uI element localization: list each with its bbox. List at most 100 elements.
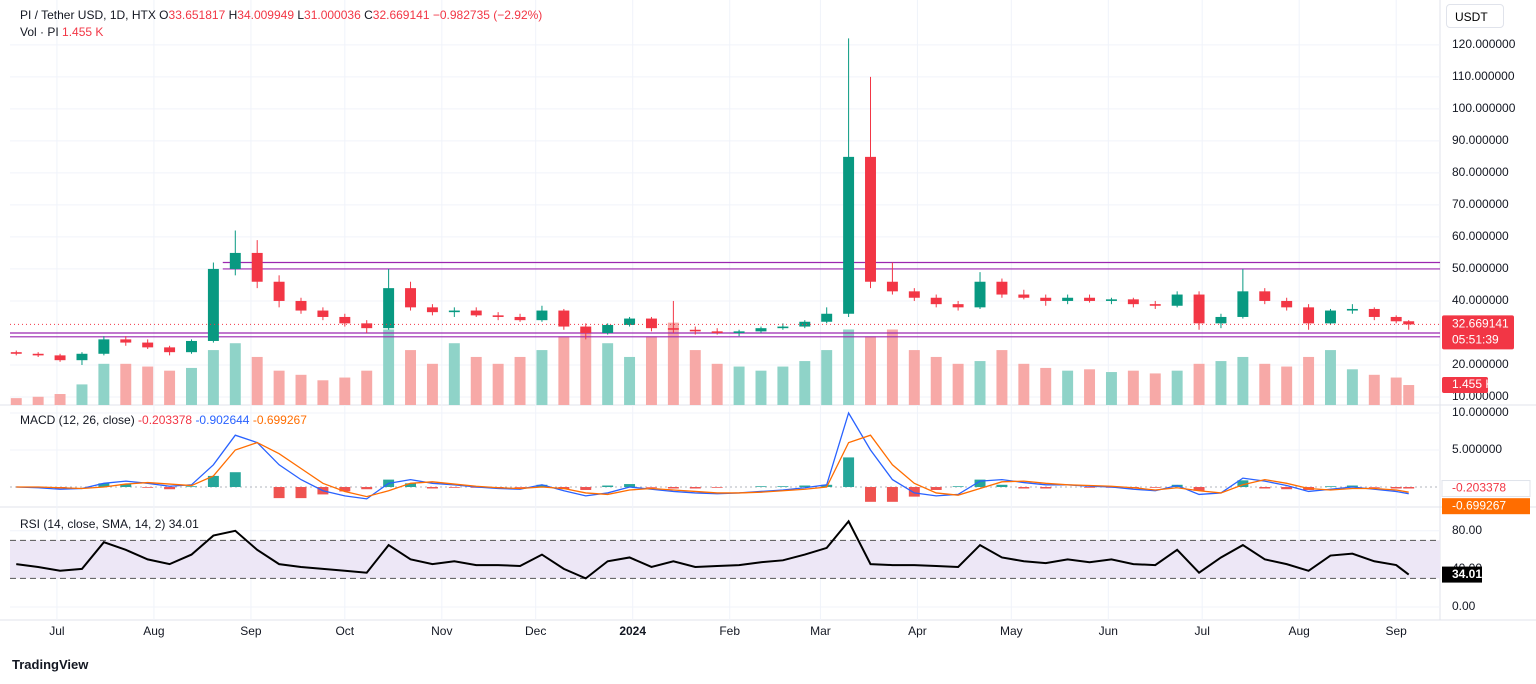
candle-body	[536, 310, 548, 321]
volume-bar	[667, 322, 679, 405]
volume-bar	[339, 377, 351, 405]
o-label: O	[159, 8, 169, 22]
candle-body	[1281, 300, 1293, 308]
candle-body	[1127, 299, 1139, 305]
histogram-bar	[777, 486, 789, 488]
candle-body	[1040, 297, 1052, 301]
histogram-bar	[799, 485, 811, 488]
volume-bar	[1403, 385, 1415, 405]
candle-body	[1237, 291, 1249, 317]
candle-body	[733, 331, 745, 333]
candle-body	[689, 329, 701, 332]
y-tick-label: 80.000000	[1452, 165, 1509, 179]
candle-body	[229, 252, 241, 269]
volume-bar	[799, 361, 811, 405]
candle-body	[492, 315, 504, 317]
l-value: 31.000036	[304, 8, 361, 22]
candle-body	[1018, 294, 1030, 298]
histogram-bar	[1403, 487, 1415, 489]
x-tick-label: Jul	[49, 624, 64, 638]
x-tick-label: 2024	[619, 624, 646, 638]
volume-bar	[186, 367, 197, 405]
candle-body	[908, 291, 920, 298]
candle-body	[470, 310, 482, 316]
candle-body	[1149, 304, 1161, 306]
histogram-bar	[1018, 487, 1030, 489]
price-tag	[1442, 315, 1514, 350]
candle-body	[76, 353, 88, 361]
volume-tag	[1442, 377, 1488, 394]
volume-bar	[405, 350, 417, 405]
histogram-bar	[120, 484, 132, 488]
volume-bar	[492, 363, 504, 405]
rsi-tag-label: 34.01	[1452, 567, 1482, 581]
countdown: 05:51:39	[1452, 333, 1499, 347]
histogram-bar	[514, 487, 526, 488]
volume-bar	[1368, 374, 1380, 405]
histogram-bar	[1149, 487, 1161, 488]
volume-bar	[207, 350, 219, 405]
volume-bar	[733, 366, 745, 405]
volume-bar	[273, 370, 285, 405]
y-tick-label: 80.00	[1452, 523, 1482, 537]
volume-bar	[865, 336, 876, 405]
volume-tag-label: 1.455 K	[1452, 377, 1493, 391]
candle-body	[207, 268, 219, 341]
c-label: C	[364, 8, 373, 22]
x-tick-label: Apr	[908, 624, 927, 638]
currency-button[interactable]: USDT	[1446, 4, 1504, 28]
volume-bar	[1171, 370, 1183, 405]
candle-body	[142, 342, 154, 348]
histogram-bar	[273, 487, 285, 499]
y-tick-label: 70.000000	[1452, 197, 1509, 211]
volume-bar	[120, 363, 132, 405]
volume-bar	[843, 329, 855, 405]
histogram-bar	[930, 487, 942, 490]
candle-body	[32, 353, 44, 356]
volume-bar	[777, 366, 789, 405]
legend-rsi: RSI (14, close, SMA, 14, 2) 34.01	[20, 517, 199, 531]
x-tick-label: May	[1000, 624, 1023, 638]
l-label: L	[297, 8, 305, 22]
candle-body	[996, 281, 1008, 295]
volume-bar	[908, 350, 920, 405]
macd-title: MACD (12, 26, close)	[20, 413, 135, 427]
histogram-bar	[405, 483, 417, 488]
candle-body	[1193, 294, 1205, 324]
histogram-bar	[1040, 487, 1052, 489]
candle-body	[1105, 299, 1117, 301]
volume-bar	[1040, 367, 1052, 405]
histogram-bar	[229, 472, 241, 488]
volume-bar	[1215, 361, 1227, 405]
volume-bar	[1281, 366, 1293, 405]
histogram-bar	[1325, 486, 1336, 488]
histogram-bar	[1346, 485, 1358, 488]
candle-body	[930, 297, 942, 305]
candle-body	[843, 156, 855, 314]
y-tick-label: 10.000000	[1452, 405, 1509, 419]
histogram-bar	[711, 487, 723, 488]
histogram-bar	[602, 485, 614, 488]
volume-bar	[930, 356, 942, 405]
histogram-bar	[1259, 487, 1271, 489]
histogram-bar	[1368, 487, 1380, 488]
histogram-bar	[908, 487, 920, 497]
volume-bar	[974, 361, 986, 405]
histogram-bar	[1084, 487, 1096, 488]
volume-bar	[164, 370, 176, 405]
candle-body	[251, 252, 263, 282]
y-tick-label: 100.000000	[1452, 101, 1516, 115]
volume-bar	[711, 363, 723, 405]
volume-bar	[76, 384, 88, 405]
candle-body	[10, 352, 22, 354]
histogram-bar	[1237, 480, 1249, 488]
histogram-bar	[667, 487, 679, 489]
x-tick-label: Mar	[810, 624, 831, 638]
symbol: PI / Tether USD, 1D, HTX	[20, 8, 156, 22]
histogram-bar	[98, 483, 110, 488]
x-tick-label: Feb	[719, 624, 740, 638]
y-tick-label: 5.000000	[1452, 442, 1502, 456]
histogram-bar	[886, 487, 898, 502]
histogram-bar	[689, 487, 701, 489]
volume-bar	[952, 363, 964, 405]
